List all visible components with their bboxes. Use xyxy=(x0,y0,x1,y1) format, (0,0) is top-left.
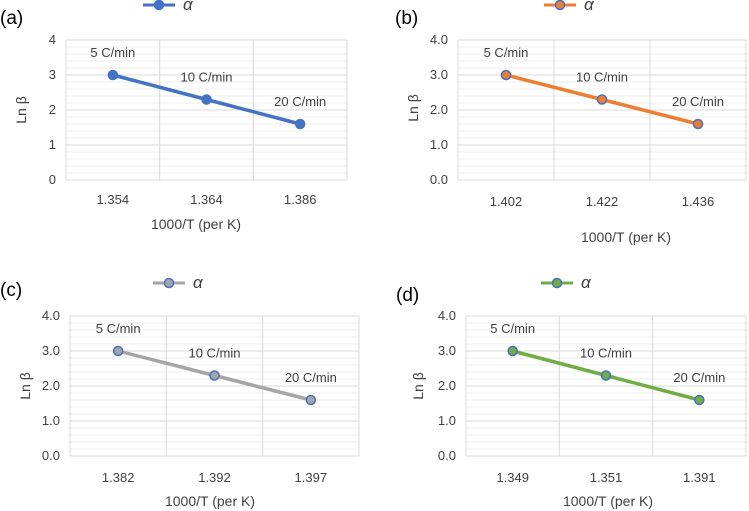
x-tick-label: 1.351 xyxy=(590,470,623,485)
y-tick-label: 2.0 xyxy=(438,378,456,393)
legend-marker xyxy=(551,277,563,289)
x-axis-title: 1000/T (per K) xyxy=(151,216,241,232)
gridlines xyxy=(69,315,360,457)
x-tick-label: 1.354 xyxy=(97,192,130,207)
data-point xyxy=(112,345,124,357)
data-point xyxy=(692,118,704,130)
data-point xyxy=(600,370,612,381)
y-tick-label: 0.0 xyxy=(42,448,60,463)
chart-panel-c: 0.0 1.0 2.0 3.0 4.0 1.382 1.392 1.397 Ln β 1000/T… xyxy=(0,273,360,509)
y-tick-label: 2.0 xyxy=(42,378,60,393)
y-tick-label: 1 xyxy=(49,137,56,152)
data-label: 5 C/min xyxy=(490,321,535,336)
legend-label: α xyxy=(584,0,595,14)
x-tick-label: 1.397 xyxy=(295,470,328,485)
y-tick-label: 0 xyxy=(49,172,56,187)
data-label: 20 C/min xyxy=(673,370,725,385)
x-axis-title: 1000/T (per K) xyxy=(165,493,255,509)
y-tick-label: 1.0 xyxy=(438,413,456,428)
legend-label: α xyxy=(183,0,194,14)
y-tick-label: 2 xyxy=(49,102,56,117)
data-point xyxy=(209,370,220,381)
data-point xyxy=(596,94,608,105)
legend: α xyxy=(541,273,592,292)
x-tick-label: 1.402 xyxy=(490,194,523,209)
data-point xyxy=(107,69,119,81)
gridlines xyxy=(465,315,747,457)
y-axis-title: Ln β xyxy=(410,372,426,400)
panel-label: (a) xyxy=(0,8,23,29)
x-axis-title: 1000/T (per K) xyxy=(563,493,653,509)
legend: α xyxy=(153,273,204,292)
x-tick-label: 1.364 xyxy=(190,192,223,207)
data-point xyxy=(294,118,306,130)
y-tick-label: 2.0 xyxy=(430,102,448,117)
y-axis-title: Ln β xyxy=(405,94,421,122)
data-label: 10 C/min xyxy=(580,346,632,361)
data-label: 10 C/min xyxy=(576,70,628,85)
data-label: 10 C/min xyxy=(188,346,240,361)
data-label: 20 C/min xyxy=(672,94,724,109)
y-tick-label: 1.0 xyxy=(42,413,60,428)
y-tick-label: 0.0 xyxy=(438,448,456,463)
x-tick-label: 1.391 xyxy=(683,470,716,485)
x-axis-title: 1000/T (per K) xyxy=(581,229,671,245)
data-point xyxy=(507,345,518,357)
data-point xyxy=(500,69,512,81)
legend: α xyxy=(544,0,595,14)
x-tick-label: 1.392 xyxy=(198,470,231,485)
y-tick-label: 0.0 xyxy=(430,172,448,187)
y-tick-label: 3.0 xyxy=(430,67,448,82)
data-point xyxy=(201,94,212,105)
legend-label: α xyxy=(193,273,204,292)
legend-marker xyxy=(163,277,175,289)
y-tick-label: 4.0 xyxy=(438,308,456,323)
y-axis-title: Ln β xyxy=(17,372,33,400)
data-label: 10 C/min xyxy=(180,70,232,85)
chart-panel-b: 0.0 1.0 2.0 3.0 4.0 1.402 1.422 1.436 Ln β 1000/T… xyxy=(395,0,747,245)
data-label: 5 C/min xyxy=(484,45,529,60)
gridlines xyxy=(457,39,747,181)
chart-panel-d: 0.0 1.0 2.0 3.0 4.0 1.349 1.351 1.391 Ln β 1000/T… xyxy=(396,273,747,509)
data-label: 5 C/min xyxy=(90,45,135,60)
y-tick-label: 4.0 xyxy=(430,32,448,47)
data-point xyxy=(694,394,705,406)
y-tick-label: 4.0 xyxy=(42,308,60,323)
y-tick-label: 1.0 xyxy=(430,137,448,152)
data-label: 20 C/min xyxy=(274,94,326,109)
panel-label: (c) xyxy=(0,280,22,301)
x-tick-label: 1.436 xyxy=(682,194,715,209)
data-point xyxy=(305,394,317,406)
x-tick-label: 1.422 xyxy=(586,194,619,209)
y-tick-label: 3.0 xyxy=(42,343,60,358)
x-tick-label: 1.349 xyxy=(496,470,529,485)
panel-label: (b) xyxy=(395,8,418,29)
legend: α xyxy=(143,0,194,14)
legend-marker xyxy=(554,0,566,11)
x-tick-label: 1.386 xyxy=(284,192,317,207)
data-label: 5 C/min xyxy=(96,321,141,336)
panel-label: (d) xyxy=(396,285,419,306)
legend-marker xyxy=(153,0,165,11)
legend-label: α xyxy=(581,273,592,292)
gridlines xyxy=(65,39,348,181)
y-axis-title: Ln β xyxy=(13,96,29,124)
chart-panel-a: 0 1 2 3 4 1.354 1.364 1.386 Ln β 1000/T (per K) (a… xyxy=(0,0,348,232)
x-tick-label: 1.382 xyxy=(102,470,135,485)
y-tick-label: 4 xyxy=(49,32,56,47)
y-tick-label: 3.0 xyxy=(438,343,456,358)
data-label: 20 C/min xyxy=(285,370,337,385)
y-tick-label: 3 xyxy=(49,67,56,82)
